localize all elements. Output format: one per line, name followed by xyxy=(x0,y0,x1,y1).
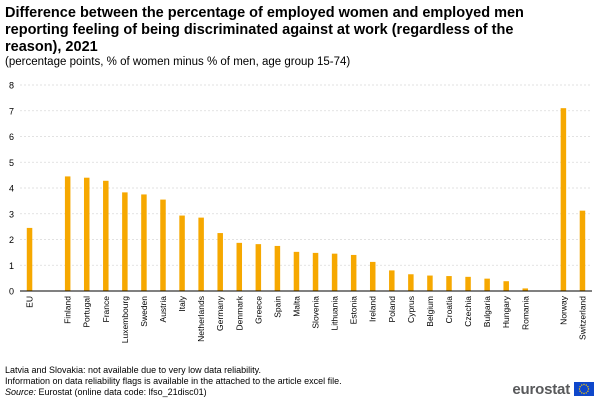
bar-lithuania xyxy=(331,253,338,291)
bar-denmark xyxy=(236,242,243,291)
x-tick-label: Malta xyxy=(291,296,301,317)
x-tick-label: Croatia xyxy=(444,296,454,324)
x-tick-label: Belgium xyxy=(425,296,435,327)
x-tick-label: Poland xyxy=(387,296,397,323)
y-tick-label: 3 xyxy=(9,209,14,219)
y-tick-label: 5 xyxy=(9,158,14,168)
y-tick-label: 1 xyxy=(9,261,14,271)
flag-star xyxy=(585,392,587,394)
x-tick-label: Bulgaria xyxy=(482,296,492,327)
flag-star xyxy=(583,383,585,386)
bar-romania xyxy=(522,288,529,291)
bar-italy xyxy=(179,215,185,291)
eu-flag-icon xyxy=(574,382,594,396)
x-tick-label: Spain xyxy=(272,296,282,318)
gridlines xyxy=(20,84,592,266)
bar-sweden xyxy=(141,194,147,291)
flag-star xyxy=(579,390,581,392)
bar-croatia xyxy=(446,276,452,291)
x-tick-label: Ireland xyxy=(368,296,378,322)
source-text: Eurostat (online data code: lfso_21disc0… xyxy=(36,387,207,397)
source-label: Source: xyxy=(5,387,37,397)
x-tick-label: Slovenia xyxy=(311,296,321,329)
bar-germany xyxy=(217,233,223,291)
eurostat-logo-text: eurostat xyxy=(512,380,570,398)
x-tick-label: Germany xyxy=(215,295,225,331)
flag-star xyxy=(583,392,585,395)
x-tick-label: Cyprus xyxy=(406,296,416,323)
x-tick-label: Portugal xyxy=(82,296,92,328)
flag-star xyxy=(585,384,587,386)
x-tick-label: Norway xyxy=(558,295,568,325)
bar-hungary xyxy=(503,281,509,291)
bar-estonia xyxy=(350,254,357,291)
bar-portugal xyxy=(83,177,90,291)
bar-ireland xyxy=(369,261,376,291)
bar-czechia xyxy=(465,276,471,291)
footnote-1: Latvia and Slovakia: not available due t… xyxy=(5,365,261,375)
bar-malta xyxy=(293,251,300,291)
x-tick-label: Luxembourg xyxy=(120,296,130,344)
bar-netherlands xyxy=(198,217,204,291)
flag-star xyxy=(587,386,589,388)
y-tick-label: 6 xyxy=(9,132,14,142)
x-tick-label: Czechia xyxy=(463,296,473,327)
x-tick-label: France xyxy=(101,296,111,323)
bars xyxy=(26,108,586,291)
chart-subtitle: (percentage points, % of women minus % o… xyxy=(5,56,351,68)
y-tick-label: 8 xyxy=(9,81,14,91)
x-tick-label: Austria xyxy=(158,296,168,323)
flag-star xyxy=(581,392,583,394)
footnote-2: Information on data reliability flags is… xyxy=(5,376,342,386)
bar-switzerland xyxy=(579,210,586,291)
bar-france xyxy=(103,180,109,291)
y-tick-label: 2 xyxy=(9,235,14,245)
bar-finland xyxy=(64,176,71,291)
x-tick-label: Sweden xyxy=(139,296,149,327)
x-tick-label: Greece xyxy=(253,296,263,324)
bar-slovenia xyxy=(312,252,319,291)
footnotes: Latvia and Slovakia: not available due t… xyxy=(5,365,485,398)
y-tick-label: 7 xyxy=(9,106,14,116)
bar-belgium xyxy=(427,275,433,291)
x-tick-labels: EU Finland Portugal France Luxembourg Sweden A… xyxy=(25,295,588,343)
y-tick-label: 0 xyxy=(9,287,14,297)
flag-star xyxy=(578,388,581,390)
x-tick-label: Estonia xyxy=(349,296,359,325)
x-tick-label: Finland xyxy=(63,296,73,324)
y-tick-labels: 0 1 2 3 4 5 6 7 8 xyxy=(9,81,14,297)
flag-star xyxy=(579,386,581,388)
x-tick-label: EU xyxy=(25,296,35,308)
eurostat-logo: eurostat xyxy=(512,379,594,399)
flag-star xyxy=(587,390,589,392)
x-tick-label: Hungary xyxy=(501,295,511,328)
x-tick-label: Switzerland xyxy=(577,296,587,340)
source-line: Source: Eurostat (online data code: lfso… xyxy=(5,387,485,398)
x-tick-label: Denmark xyxy=(234,295,244,330)
bar-austria xyxy=(160,199,166,291)
bar-spain xyxy=(274,245,281,291)
bar-poland xyxy=(389,270,395,291)
bar-greece xyxy=(255,244,262,291)
bar-luxembourg xyxy=(122,192,128,291)
bar-norway xyxy=(560,108,567,291)
chart-title: Difference between the percentage of emp… xyxy=(5,5,524,55)
bar-eu xyxy=(26,227,33,291)
flag-star xyxy=(587,388,590,390)
y-tick-label: 4 xyxy=(9,184,14,194)
bar-bulgaria xyxy=(484,278,490,291)
bar-cyprus xyxy=(408,274,414,291)
flag-star xyxy=(581,384,583,386)
x-tick-label: Italy xyxy=(177,295,187,311)
x-tick-label: Netherlands xyxy=(196,296,206,342)
x-tick-label: Romania xyxy=(520,296,530,330)
x-tick-label: Lithuania xyxy=(330,296,340,331)
